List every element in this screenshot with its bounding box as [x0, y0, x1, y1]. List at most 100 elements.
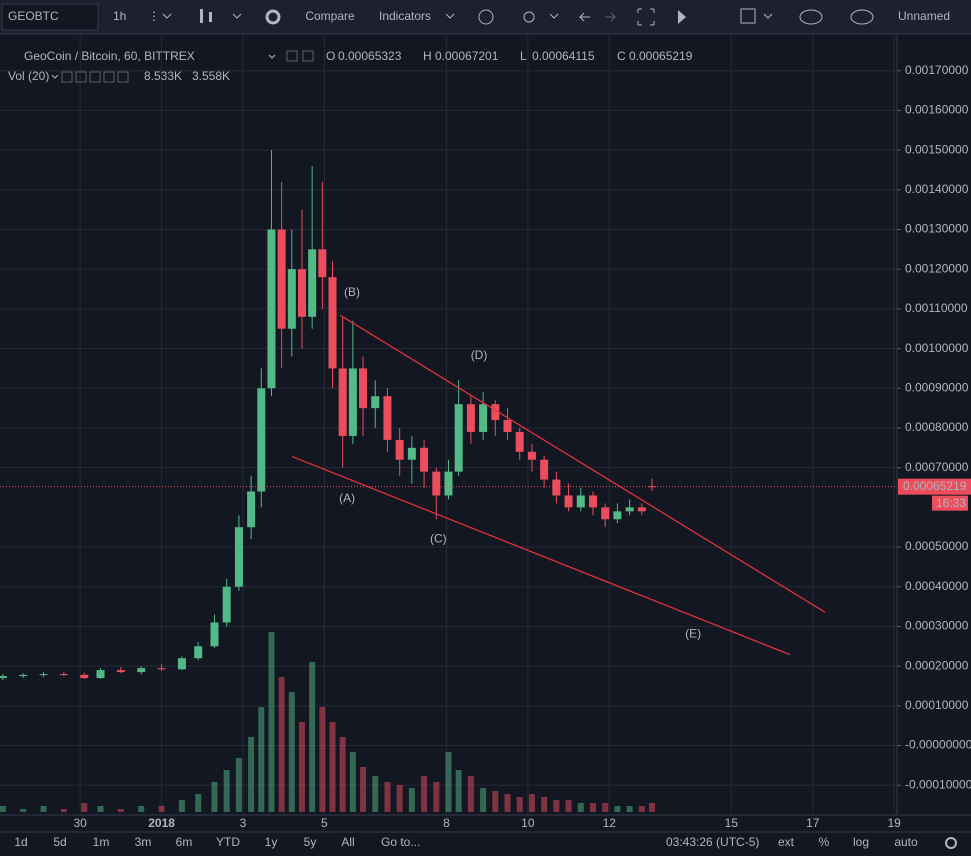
- volume-bar: [258, 707, 265, 812]
- candle-body: [601, 507, 610, 520]
- volume-name: Vol (20): [8, 69, 49, 83]
- volume-bar: [81, 803, 88, 812]
- dropdown[interactable]: [763, 13, 773, 19]
- alert-icon[interactable]: [478, 9, 494, 25]
- candle-body: [277, 229, 286, 329]
- grid: [0, 35, 897, 815]
- candle-body: [454, 404, 463, 472]
- scale-option[interactable]: log: [853, 835, 869, 849]
- y-tick-label: 0.00080000: [905, 420, 969, 434]
- wave-label: (A): [339, 491, 355, 505]
- candle-body: [157, 668, 166, 670]
- interval[interactable]: 1h: [113, 9, 126, 23]
- dropdown: [51, 74, 59, 79]
- fullscreen-icon[interactable]: [637, 8, 655, 26]
- price-tag: [898, 478, 971, 495]
- candle-body: [625, 507, 634, 512]
- y-tick-label: -0.00000000: [905, 738, 971, 752]
- load-icon[interactable]: [799, 9, 823, 25]
- range-button[interactable]: 5d: [53, 835, 66, 849]
- volume-bar: [445, 752, 452, 812]
- ohlc-value: 0.00065219: [629, 49, 693, 63]
- volume-bar: [329, 722, 336, 812]
- y-tick-label: 0.00160000: [905, 103, 969, 117]
- redo-icon[interactable]: [605, 12, 617, 22]
- undo-icon[interactable]: [578, 12, 590, 22]
- volume-bar: [20, 809, 27, 812]
- volume-bar: [158, 806, 165, 812]
- y-tick-label: 0.00090000: [905, 380, 969, 394]
- volume-bar: [504, 794, 511, 812]
- candle-body: [297, 269, 306, 317]
- volume-bar: [396, 785, 403, 812]
- candle-icon[interactable]: [209, 12, 212, 22]
- candle-body: [552, 479, 561, 496]
- y-tick-label: 0.00130000: [905, 222, 969, 236]
- ohlc-value: 0.00067201: [435, 49, 499, 63]
- volume-pane: [0, 632, 655, 812]
- volume-bar: [0, 806, 6, 812]
- goto-button[interactable]: Go to...: [381, 835, 420, 849]
- range-button[interactable]: 5y: [304, 835, 317, 849]
- y-tick-label: 0.00150000: [905, 142, 969, 156]
- settings-icon[interactable]: [265, 9, 281, 25]
- candle-icon[interactable]: [200, 9, 203, 23]
- candle-body: [210, 622, 219, 647]
- range-button[interactable]: 3m: [135, 835, 152, 849]
- scale-option[interactable]: auto: [894, 835, 918, 849]
- x-tick-label: 17: [806, 816, 820, 830]
- range-button[interactable]: 1m: [93, 835, 110, 849]
- candle-body: [491, 404, 500, 421]
- range-button[interactable]: YTD: [216, 835, 240, 849]
- candle-body: [137, 668, 146, 673]
- indicators-button[interactable]: Indicators: [379, 9, 431, 23]
- symbol[interactable]: GEOBTC: [8, 9, 59, 23]
- wave-label: (D): [471, 348, 488, 362]
- settings-icon[interactable]: [945, 837, 957, 849]
- x-tick-label: 5: [321, 816, 328, 830]
- range-button[interactable]: 1y: [265, 835, 278, 849]
- candle-body: [432, 471, 441, 496]
- scale-option[interactable]: ext: [778, 835, 795, 849]
- play-icon[interactable]: [678, 10, 686, 24]
- range-button[interactable]: 6m: [176, 835, 193, 849]
- candle-body: [564, 495, 573, 508]
- theme-icon[interactable]: [523, 11, 535, 23]
- symbol-box[interactable]: [1, 3, 99, 31]
- candle-body: [420, 447, 429, 472]
- volume-bar: [638, 806, 645, 812]
- dropdown[interactable]: [232, 13, 242, 19]
- ohlc-key: L: [520, 49, 527, 63]
- menu-icon[interactable]: ⋮: [148, 9, 160, 23]
- candle-body: [257, 388, 266, 492]
- drawing-icon[interactable]: [740, 8, 756, 24]
- candle-body: [348, 368, 357, 436]
- layout-name[interactable]: Unnamed: [898, 9, 950, 23]
- scale-option[interactable]: %: [819, 835, 830, 849]
- indicator-icon: [61, 71, 73, 83]
- volume-bar: [648, 803, 655, 812]
- y-tick-label: 0.00170000: [905, 63, 969, 77]
- compare-button[interactable]: Compare: [305, 9, 355, 23]
- x-tick-label: 3: [240, 816, 247, 830]
- volume-bar: [372, 776, 379, 812]
- candle-body: [19, 674, 28, 677]
- volume-bar: [278, 677, 285, 812]
- dropdown[interactable]: [162, 13, 172, 19]
- range-button[interactable]: 1d: [14, 835, 27, 849]
- dropdown[interactable]: [445, 13, 455, 19]
- candle-body: [576, 495, 585, 508]
- candle-body: [247, 491, 256, 528]
- volume-bar: [384, 782, 391, 812]
- range-button[interactable]: All: [341, 835, 354, 849]
- volume-bar: [138, 806, 145, 812]
- volume-bar: [528, 794, 535, 812]
- countdown: 16:33: [936, 496, 966, 510]
- save-icon[interactable]: [850, 9, 874, 25]
- y-tick-label: 0.00120000: [905, 261, 969, 275]
- dropdown[interactable]: [549, 13, 559, 19]
- volume-bar: [268, 632, 275, 812]
- indicator-icon: [103, 71, 115, 83]
- volume-bar: [360, 767, 367, 812]
